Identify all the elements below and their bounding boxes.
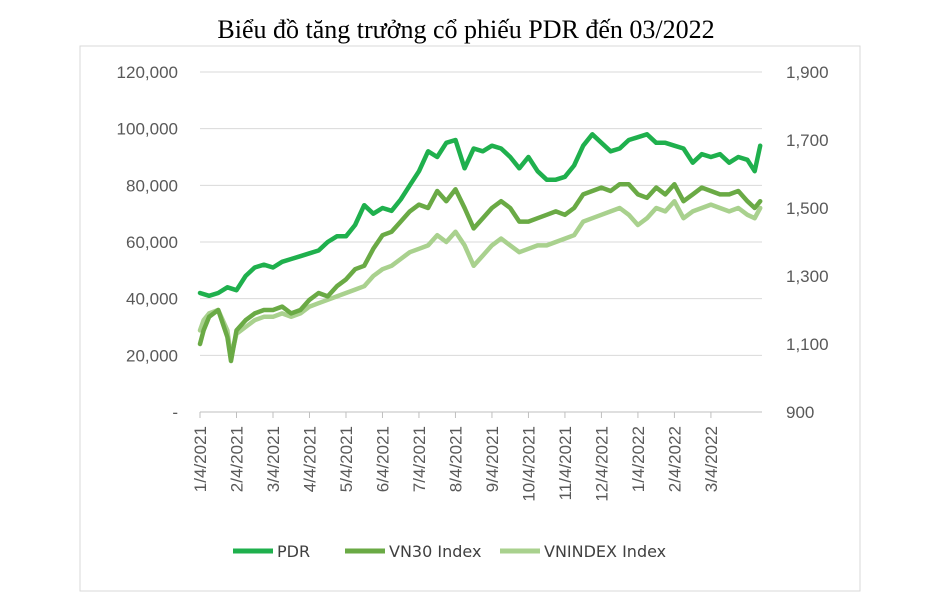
x-tick-label: 12/4/2021	[592, 426, 611, 502]
y-right-tick-label: 1,100	[786, 335, 829, 354]
series-line-vnindex-index	[197, 198, 763, 360]
chart-border	[79, 45, 861, 592]
y-left-tick-label: 100,000	[117, 120, 178, 139]
x-tick-label: 6/4/2021	[373, 426, 392, 492]
legend-label-vn30-index: VN30 Index	[389, 542, 481, 561]
x-tick-label: 10/4/2021	[519, 426, 538, 502]
y-right-tick-label: 1,300	[786, 267, 829, 286]
x-tick-label: 8/4/2021	[446, 426, 465, 492]
y-right-tick-label: 1,500	[786, 199, 829, 218]
x-tick-label: 3/4/2022	[702, 426, 721, 492]
x-tick-label: 2/4/2022	[665, 426, 684, 492]
x-tick-label: 3/4/2021	[264, 426, 283, 492]
x-tick-label: 9/4/2021	[483, 426, 502, 492]
x-tick-label: 7/4/2021	[410, 426, 429, 492]
y-right-tick-label: 1,900	[786, 63, 829, 82]
y-right-tick-label: 1,700	[786, 131, 829, 150]
y-right-tick-label: 900	[786, 403, 814, 422]
series-line-vn30-index	[197, 181, 763, 364]
legend-label-vnindex-index: VNINDEX Index	[544, 542, 666, 561]
x-tick-label: 5/4/2021	[337, 426, 356, 492]
y-left-tick-label: -	[172, 403, 178, 422]
y-left-tick-label: 20,000	[126, 346, 178, 365]
x-tick-label: 1/4/2022	[629, 426, 648, 492]
x-tick-label: 1/4/2021	[191, 426, 210, 492]
x-tick-label: 4/4/2021	[300, 426, 319, 492]
x-tick-label: 11/4/2021	[556, 426, 575, 500]
y-left-tick-label: 120,000	[117, 63, 178, 82]
y-left-tick-label: 60,000	[126, 233, 178, 252]
series-line-pdr	[197, 132, 763, 299]
chart-title: Biểu đồ tăng trưởng cổ phiếu PDR đến 03/…	[217, 15, 714, 44]
y-left-tick-label: 80,000	[126, 176, 178, 195]
y-left-tick-label: 40,000	[126, 290, 178, 309]
legend-label-pdr: PDR	[277, 542, 310, 561]
x-tick-label: 2/4/2021	[227, 426, 246, 492]
